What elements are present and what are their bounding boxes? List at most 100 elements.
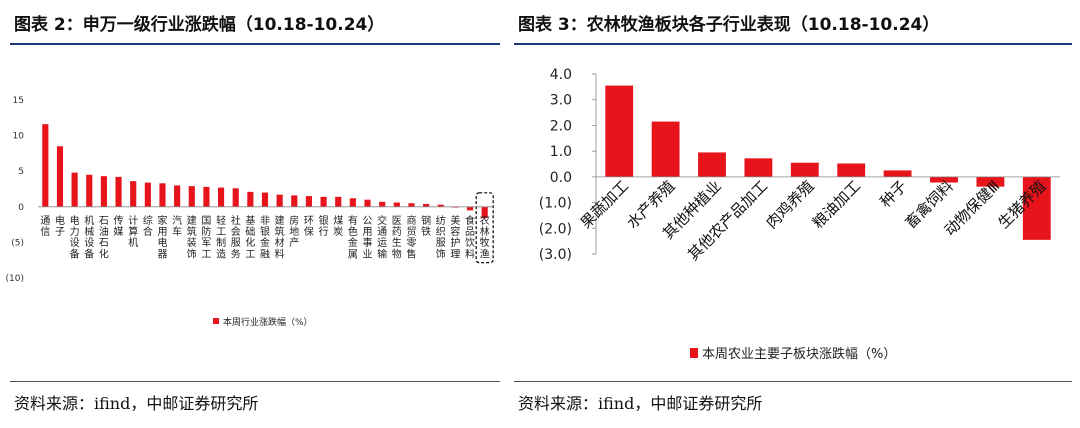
bar [437,204,444,207]
x-category-label: 防 [201,225,211,238]
bar [217,187,225,207]
x-category-label: 石 [99,216,109,227]
x-category-label: 装 [187,236,197,249]
bar [144,182,151,207]
x-category-label: 用 [157,227,167,238]
x-category-label: 筑 [187,225,197,238]
y-tick-label: 15 [13,96,24,106]
y-tick-label: 1.0 [550,144,572,160]
bar [232,188,239,207]
x-category-label: 美 [450,214,460,227]
y-tick-label: (1.0) [539,196,572,212]
right-source-note: 资料来源：ifind，中邮证券研究所 [518,394,763,413]
x-category-label: 务 [231,247,241,260]
x-category-label: 力 [70,225,80,238]
x-category-label: 钢 [421,214,431,227]
x-category-label: 电 [55,214,65,227]
x-category-label: 种子 [876,177,910,211]
bar [651,121,680,177]
x-category-label: 材 [275,236,285,249]
x-category-label: 物 [392,247,402,260]
bar [86,174,93,207]
bar [159,183,166,207]
x-category-label: 会 [231,225,241,238]
x-category-label: 造 [216,247,226,260]
x-category-label: 融 [260,248,270,260]
x-category-label: 色 [348,225,358,238]
x-category-label: 品 [465,226,475,238]
x-category-label: 筑 [275,225,285,238]
x-category-label: 售 [406,247,416,260]
bar [261,192,269,207]
x-category-label: 粮油加工 [809,177,864,232]
x-category-label: 银 [319,214,329,227]
x-category-label: 属 [348,248,358,260]
x-category-label: 环 [304,216,314,227]
x-category-label: 金 [260,236,270,249]
x-category-label: 铁 [421,225,431,238]
x-category-label: 牧 [480,236,490,249]
x-category-label: 贸 [406,226,416,238]
legend-swatch [690,348,698,358]
x-category-label: 输 [377,247,387,260]
x-category-label: 国 [201,215,211,227]
x-category-label: 其他农产品加工 [684,177,771,264]
x-category-label: 算 [128,225,138,238]
y-tick-label: 5 [18,167,24,177]
x-category-label: 轻 [216,214,226,227]
bar [335,196,342,207]
x-category-label: 车 [172,225,182,238]
highlight-box [475,192,494,264]
x-category-label: 设 [70,237,80,249]
x-category-label: 运 [377,237,387,249]
bar [305,196,313,207]
y-tick-label: (2.0) [539,221,572,237]
bar [744,158,773,177]
x-category-label: 银 [260,225,270,238]
y-tick-label: 0.0 [550,170,572,186]
bar [605,85,634,177]
x-category-label: 建 [187,214,197,227]
x-category-label: 服 [436,237,446,249]
left-source-note: 资料来源：ifind，中邮证券研究所 [14,394,259,413]
x-category-label: 通 [377,226,387,238]
x-category-label: 建 [275,214,285,227]
x-category-label: 料 [465,247,475,260]
x-category-label: 传 [114,215,124,227]
x-category-label: 社 [231,214,241,227]
bar [837,163,866,177]
bar [379,201,386,207]
x-category-label: 保 [304,225,314,238]
bar [320,196,327,207]
left-chart-title: 图表 2：申万一级行业涨跌幅（10.18-10.24） [14,15,385,35]
x-category-label: 行 [319,225,329,238]
x-category-label: 渔 [480,248,490,260]
x-category-label: 药 [392,226,402,238]
x-category-label: 地 [289,225,299,238]
x-category-label: 饰 [187,247,197,260]
x-category-label: 林 [480,225,490,238]
x-category-label: 电 [70,214,80,227]
x-category-label: 军 [201,237,211,249]
y-tick-label: (5) [11,238,24,248]
x-category-label: 基 [245,214,255,227]
x-category-label: 产 [289,236,299,249]
x-category-label: 理 [450,248,460,260]
x-category-label: 商 [406,214,416,227]
bar [42,124,49,207]
bar [276,194,283,207]
y-tick-label: (3.0) [539,247,572,263]
x-category-label: 工 [201,249,211,260]
x-category-label: 纺 [436,214,446,227]
bar [100,176,107,207]
x-category-label: 油 [99,225,109,238]
x-category-label: 家 [157,214,167,227]
x-category-label: 设 [84,237,94,249]
x-category-label: 机 [84,214,94,227]
bar [1022,176,1051,240]
right-bottom-rule [514,381,1072,382]
y-tick-label: 10 [13,132,25,142]
bar [203,186,210,207]
x-category-label: 电 [157,236,167,249]
bar [883,170,912,177]
